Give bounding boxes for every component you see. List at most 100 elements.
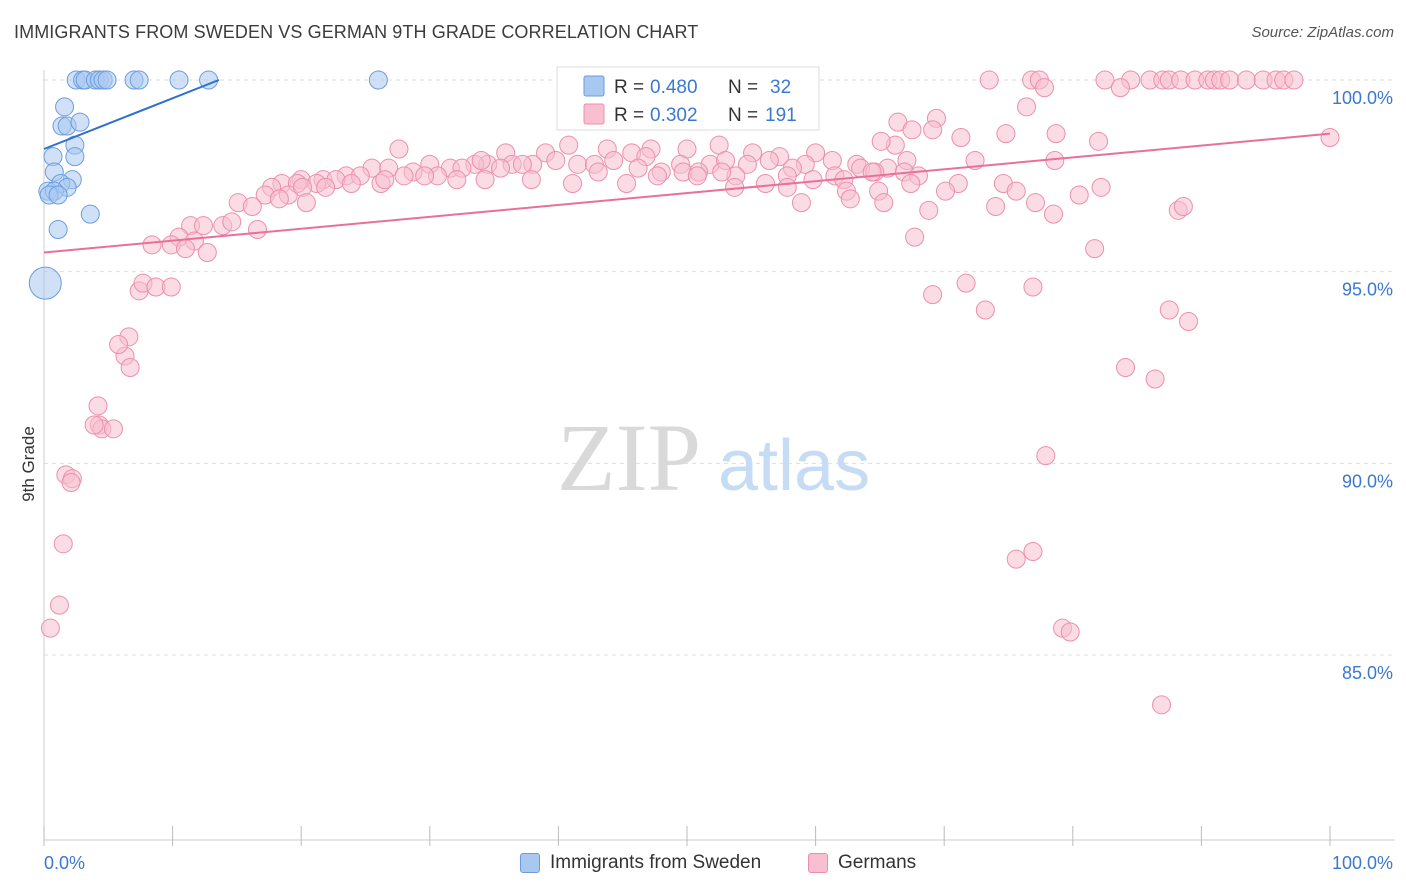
germans-point bbox=[687, 166, 707, 186]
germans-point bbox=[109, 335, 129, 354]
germans-point bbox=[1026, 193, 1046, 213]
legend-item-sweden[interactable]: Immigrants from Sweden bbox=[520, 852, 761, 874]
legend-swatch-sweden bbox=[583, 75, 605, 97]
germans-point bbox=[175, 239, 195, 259]
germans-point bbox=[759, 151, 779, 170]
germans-point bbox=[341, 174, 361, 193]
y-axis-label: 9th Grade bbox=[19, 426, 38, 502]
germans-point bbox=[1006, 549, 1026, 569]
germans-point bbox=[803, 170, 823, 190]
legend-swatch-germans bbox=[583, 103, 605, 125]
germans-point bbox=[1159, 300, 1179, 320]
sweden-point bbox=[97, 70, 117, 90]
germans-point bbox=[1152, 695, 1172, 715]
germans-point bbox=[1060, 622, 1080, 642]
germans-point bbox=[1320, 128, 1340, 147]
legend-n-label: N = bbox=[728, 77, 758, 98]
germans-point bbox=[919, 200, 939, 220]
chart-title: IMMIGRANTS FROM SWEDEN VS GERMAN 9TH GRA… bbox=[14, 22, 699, 42]
germans-point bbox=[1089, 131, 1109, 151]
legend-r-germans: 0.302 bbox=[650, 105, 698, 126]
sweden-trend-line bbox=[43, 79, 220, 150]
germans-point bbox=[120, 358, 140, 377]
germans-point bbox=[389, 139, 409, 159]
germans-point bbox=[316, 177, 336, 197]
germans-point bbox=[375, 170, 395, 190]
germans-point bbox=[647, 166, 667, 186]
germans-point bbox=[475, 170, 495, 190]
germans-point bbox=[777, 177, 797, 197]
germans-point bbox=[923, 120, 943, 140]
germans-point bbox=[296, 193, 316, 213]
legend-r-sweden: 0.480 bbox=[650, 77, 698, 98]
germans-point bbox=[49, 595, 69, 615]
germans-point bbox=[415, 166, 435, 186]
sweden-point bbox=[129, 70, 149, 90]
germans-point bbox=[103, 419, 123, 439]
legend-label-sweden: Immigrants from Sweden bbox=[550, 852, 762, 873]
germans-point bbox=[1220, 70, 1240, 90]
germans-point bbox=[874, 193, 894, 213]
legend-r-label: R = bbox=[614, 105, 644, 126]
germans-point bbox=[1069, 185, 1089, 205]
germans-point bbox=[617, 174, 637, 193]
germans-point bbox=[965, 151, 985, 170]
sweden-point bbox=[48, 185, 68, 205]
trend-lines bbox=[43, 79, 1331, 254]
germans-point bbox=[394, 166, 414, 186]
germans-point bbox=[193, 216, 213, 236]
germans-point bbox=[61, 473, 81, 492]
germans-point bbox=[563, 174, 583, 193]
x-tick-label: 0.0% bbox=[44, 853, 85, 873]
germans-point bbox=[1095, 70, 1115, 90]
legend-n-germans: 191 bbox=[765, 105, 797, 126]
germans-point bbox=[979, 70, 999, 90]
germans-point bbox=[712, 162, 732, 182]
sweden-point bbox=[55, 97, 75, 117]
germans-point bbox=[521, 170, 541, 190]
legend-box: R = 0.480 N = 32 R = 0.302 N = 191 bbox=[556, 66, 820, 131]
germans-point bbox=[1023, 277, 1043, 297]
legend-n-sweden: 32 bbox=[770, 77, 791, 98]
germans-point bbox=[1035, 78, 1055, 98]
y-tick-label: 100.0% bbox=[1332, 88, 1393, 108]
series-germans bbox=[40, 70, 1340, 715]
germans-point bbox=[956, 273, 976, 293]
germans-point bbox=[1085, 239, 1105, 259]
germans-point bbox=[546, 151, 566, 170]
germans-point bbox=[1236, 70, 1256, 90]
germans-point bbox=[1145, 369, 1165, 389]
tick-labels: 100.0% 95.0% 90.0% 85.0% 0.0% 100.0% bbox=[44, 88, 1393, 873]
germans-point bbox=[588, 162, 608, 182]
y-tick-label: 90.0% bbox=[1342, 471, 1393, 491]
germans-point bbox=[901, 174, 921, 193]
germans-point bbox=[161, 277, 181, 297]
germans-point bbox=[791, 193, 811, 213]
germans-point bbox=[1116, 358, 1136, 377]
watermark: ZIP atlas bbox=[557, 404, 870, 511]
germans-point bbox=[905, 227, 925, 247]
germans-point bbox=[197, 243, 217, 262]
germans-point bbox=[604, 151, 624, 170]
series-sweden bbox=[28, 70, 388, 300]
germans-point bbox=[1006, 181, 1026, 201]
germans-point bbox=[88, 396, 108, 416]
legend-label-germans: Germans bbox=[838, 852, 917, 873]
germans-point bbox=[737, 154, 757, 174]
x-tick-label: 100.0% bbox=[1332, 853, 1393, 873]
watermark-atlas: atlas bbox=[718, 426, 870, 506]
germans-point bbox=[1046, 124, 1066, 144]
legend-item-germans[interactable]: Germans bbox=[808, 852, 916, 874]
germans-point bbox=[840, 189, 860, 209]
y-tick-label: 85.0% bbox=[1342, 663, 1393, 683]
germans-point bbox=[142, 235, 162, 255]
germans-point bbox=[1284, 70, 1304, 90]
germans-point bbox=[935, 181, 955, 201]
germans-point bbox=[568, 154, 588, 174]
legend-swatch-germans bbox=[808, 853, 828, 873]
sweden-point bbox=[70, 112, 90, 132]
germans-point bbox=[559, 135, 579, 155]
germans-point bbox=[84, 415, 104, 435]
germans-point bbox=[1023, 542, 1043, 561]
sweden-point bbox=[28, 266, 62, 300]
